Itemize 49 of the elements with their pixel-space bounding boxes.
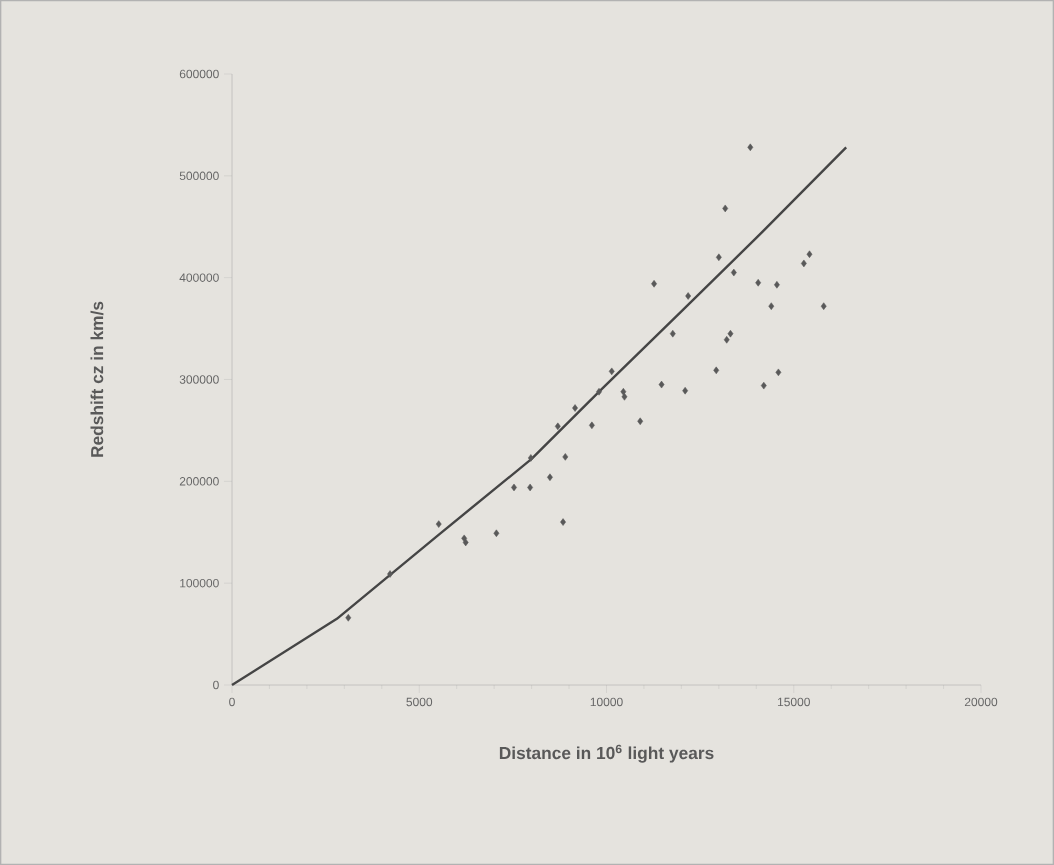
y-tick-label: 200000 bbox=[179, 477, 219, 486]
point bbox=[727, 329, 734, 338]
y-tick-label: 300000 bbox=[179, 375, 219, 384]
point bbox=[820, 302, 827, 310]
point bbox=[493, 529, 500, 538]
point bbox=[621, 393, 628, 401]
y-axis-title: Redshift cz in km/s bbox=[90, 301, 104, 457]
point bbox=[527, 454, 534, 462]
line-series bbox=[230, 146, 848, 687]
y-tick-label: 400000 bbox=[179, 273, 219, 282]
point bbox=[658, 380, 665, 389]
point bbox=[462, 538, 469, 547]
point bbox=[685, 292, 692, 300]
x-axis-title: Distance in 10$^{6}$ light years bbox=[499, 744, 714, 763]
point bbox=[620, 387, 627, 396]
point bbox=[669, 329, 676, 338]
point bbox=[637, 417, 644, 425]
point bbox=[560, 518, 566, 526]
point bbox=[608, 367, 615, 376]
point bbox=[760, 381, 767, 390]
point bbox=[572, 404, 578, 412]
point bbox=[730, 268, 737, 277]
point bbox=[775, 368, 782, 377]
x-tick-label: 5000 bbox=[406, 697, 433, 707]
point bbox=[806, 250, 813, 258]
point bbox=[713, 366, 720, 375]
y-tick-label: 0 bbox=[213, 680, 219, 690]
y-tick-label: 100000 bbox=[180, 578, 219, 588]
point bbox=[747, 143, 754, 152]
point bbox=[651, 280, 657, 288]
point bbox=[554, 422, 561, 431]
point bbox=[715, 253, 722, 262]
point bbox=[435, 520, 442, 528]
point bbox=[387, 570, 393, 578]
x-tick-label: 15000 bbox=[777, 697, 810, 707]
x-tick-label: 10000 bbox=[590, 697, 623, 707]
point bbox=[768, 302, 775, 310]
point bbox=[345, 614, 352, 622]
point bbox=[562, 453, 569, 461]
point bbox=[722, 204, 729, 213]
y-tick-label: 600000 bbox=[179, 69, 219, 79]
point bbox=[755, 279, 762, 287]
x-tick-label: 20000 bbox=[964, 697, 998, 707]
point bbox=[682, 386, 689, 395]
x-tick-label: 0 bbox=[229, 697, 235, 707]
y-tick-label: 500000 bbox=[179, 171, 219, 181]
point bbox=[774, 281, 780, 289]
point bbox=[547, 473, 553, 481]
point bbox=[723, 336, 730, 344]
